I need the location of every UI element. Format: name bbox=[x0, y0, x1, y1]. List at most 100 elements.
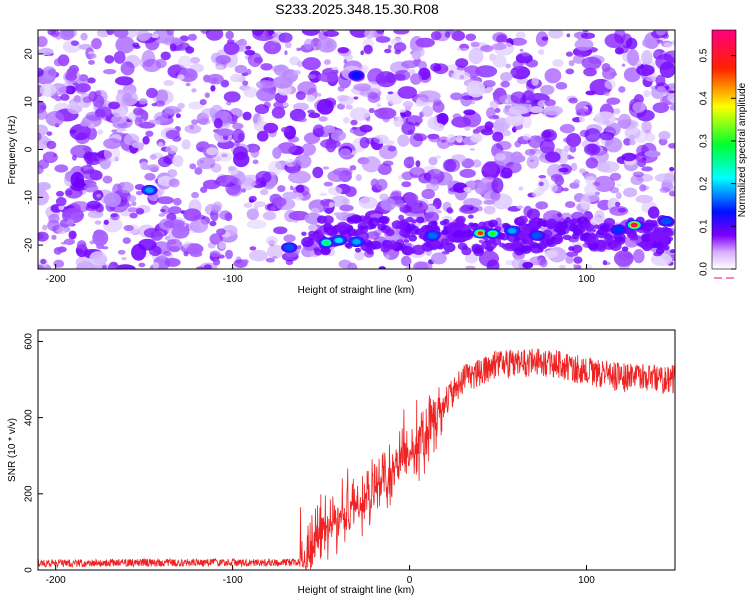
spectrogram-cell bbox=[574, 38, 594, 51]
spectrogram-cell bbox=[415, 160, 421, 168]
spectrogram-cell bbox=[95, 203, 104, 213]
spectrogram-cell bbox=[401, 248, 410, 255]
spectrogram-cell bbox=[209, 250, 221, 258]
spectrogram-cell bbox=[505, 161, 522, 174]
spectrogram-cell bbox=[148, 245, 162, 257]
spectrogram-cell bbox=[307, 223, 318, 232]
spectrogram-cell bbox=[440, 139, 447, 143]
spectrogram-cell bbox=[557, 212, 562, 218]
spectrogram-x-label: Height of straight line (km) bbox=[298, 285, 415, 296]
spectrogram-cell bbox=[462, 47, 468, 51]
spectrogram-cell bbox=[570, 162, 578, 172]
spectrogram-cell bbox=[38, 265, 44, 269]
spectrogram-cell bbox=[368, 217, 381, 227]
spectrogram-cell bbox=[185, 82, 191, 87]
spectrogram-cell bbox=[609, 186, 620, 194]
spectrogram-cell bbox=[38, 132, 42, 141]
spectrogram-cell bbox=[312, 166, 324, 179]
spectrogram-cell bbox=[377, 223, 387, 231]
spectrogram-cell bbox=[510, 65, 531, 80]
spectrogram-cell bbox=[399, 219, 406, 225]
spectrogram-cell bbox=[120, 61, 135, 76]
spectrogram-cell bbox=[45, 111, 65, 127]
spectrogram-cell bbox=[160, 51, 171, 61]
spectrogram-cell bbox=[602, 259, 608, 266]
spectrogram-cell bbox=[447, 160, 454, 166]
spectrogram-cell bbox=[260, 188, 269, 196]
spectrogram-cell bbox=[585, 90, 596, 96]
spectrogram-cell bbox=[609, 241, 622, 252]
spectrogram-cell bbox=[415, 99, 424, 107]
snr-x-tick-label: -100 bbox=[223, 575, 243, 586]
spectrogram-cell bbox=[246, 208, 260, 221]
spectrogram-cell bbox=[658, 130, 671, 140]
spectrogram-cell bbox=[190, 56, 201, 64]
spectrogram-cell bbox=[168, 178, 180, 188]
spectrogram-cell bbox=[433, 168, 441, 174]
spectrogram-cell bbox=[296, 47, 301, 51]
spectrogram-cell bbox=[318, 116, 328, 122]
spectrogram-cell bbox=[89, 170, 103, 181]
spectrogram-cell bbox=[323, 125, 335, 134]
spectrogram-cell bbox=[464, 126, 471, 131]
spectrogram-cell bbox=[583, 67, 597, 77]
spectrogram-cell bbox=[655, 242, 664, 249]
spectrogram-cell bbox=[585, 264, 593, 269]
spectrogram-cell bbox=[387, 91, 394, 95]
spectrogram-cell bbox=[133, 107, 145, 116]
spectrogram-hotspot bbox=[489, 231, 497, 236]
spectrogram-cell bbox=[134, 116, 143, 127]
spectrogram-cell bbox=[453, 230, 464, 239]
spectrogram-cell bbox=[53, 247, 63, 255]
spectrogram-cell bbox=[552, 59, 564, 67]
spectrogram-cell bbox=[410, 73, 422, 85]
spectrogram-cell bbox=[339, 204, 354, 212]
spectrogram-cell bbox=[117, 249, 126, 255]
spectrogram-cell bbox=[282, 102, 289, 107]
spectrogram-cell bbox=[489, 100, 500, 109]
spectrogram-x-ticks: -200 -100 0 100 bbox=[46, 264, 595, 285]
spectrogram-cell bbox=[60, 93, 70, 101]
spectrogram-cell bbox=[183, 208, 202, 222]
spectrogram-cell bbox=[90, 123, 95, 129]
spectrogram-cell bbox=[524, 149, 536, 156]
spectrogram-cell bbox=[518, 186, 524, 191]
spectrogram-cell bbox=[622, 187, 638, 198]
spectrogram-cell bbox=[345, 104, 353, 110]
spectrogram-cell bbox=[663, 229, 674, 237]
snr-y-tick-label: 400 bbox=[24, 409, 35, 426]
spectrogram-cell bbox=[500, 71, 513, 82]
spectrogram-cell bbox=[343, 59, 348, 64]
spectrogram-cell bbox=[77, 260, 95, 269]
spectrogram-cell bbox=[301, 143, 316, 156]
spectrogram-cell bbox=[541, 36, 549, 41]
spectrogram-cell bbox=[428, 156, 438, 166]
spectrogram-cell bbox=[397, 134, 410, 147]
spectrogram-cell bbox=[456, 47, 463, 52]
spectrogram-cell bbox=[277, 142, 297, 154]
spectrogram-cell bbox=[669, 185, 675, 192]
spectrogram-cell bbox=[169, 245, 180, 253]
spectrogram-cell bbox=[46, 140, 57, 150]
spectrogram-cell bbox=[205, 30, 224, 41]
spectrogram-cell bbox=[416, 216, 425, 224]
spectrogram-cell bbox=[113, 51, 126, 64]
spectrogram-cell bbox=[38, 67, 44, 77]
spectrogram-cell bbox=[669, 104, 675, 111]
spectrogram-cell bbox=[121, 256, 127, 261]
spectrogram-cell bbox=[569, 145, 577, 153]
spectrogram-cell bbox=[650, 253, 673, 267]
spectrogram-cell bbox=[549, 183, 559, 193]
spectrogram-cell bbox=[154, 100, 166, 107]
spectrogram-cell bbox=[578, 168, 587, 174]
spectrogram-cell bbox=[579, 116, 585, 123]
spectrogram-cell bbox=[380, 245, 390, 253]
spectrogram-cell bbox=[216, 228, 226, 236]
spectrogram-cell bbox=[85, 204, 98, 212]
spectrogram-cell bbox=[400, 255, 412, 267]
spectrogram-cell bbox=[270, 205, 276, 212]
spectrogram-y-tick-label: 20 bbox=[24, 48, 35, 60]
spectrogram-cell bbox=[502, 129, 511, 137]
spectrogram-cell bbox=[67, 101, 83, 115]
spectrogram-cell bbox=[349, 165, 357, 171]
